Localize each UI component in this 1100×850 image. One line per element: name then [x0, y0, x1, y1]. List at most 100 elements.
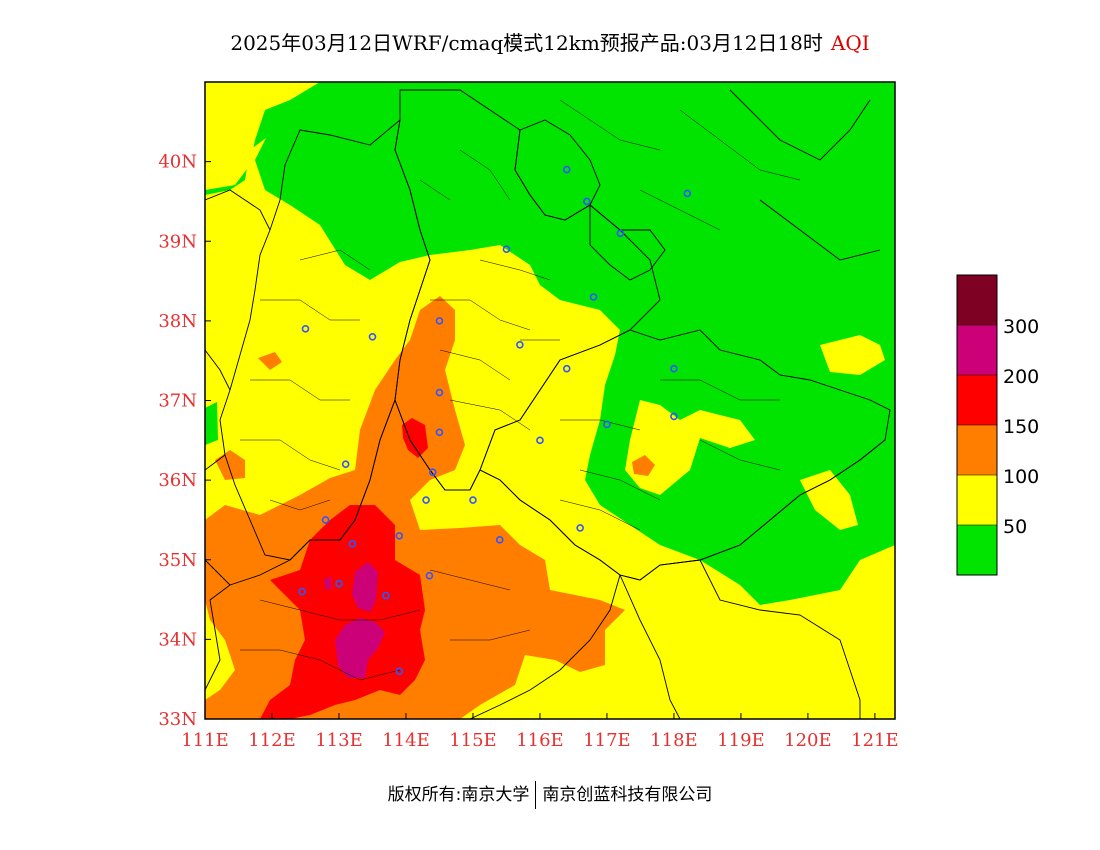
aqi-usg-patch-hebei	[258, 352, 282, 370]
x-tick-label: 113E	[315, 730, 363, 751]
legend-label-200: 200	[1003, 366, 1039, 388]
aqi-moderate-patch-east-coast	[820, 335, 885, 375]
legend-label-300: 300	[1003, 316, 1039, 338]
boundary-liaoning	[729, 89, 881, 261]
city-marker	[435, 388, 444, 397]
city-marker	[469, 496, 477, 504]
city-marker	[589, 293, 598, 301]
city-marker	[422, 496, 430, 504]
y-tick-label: 37N	[158, 391, 197, 412]
city-marker	[301, 325, 310, 333]
y-tick-label: 34N	[158, 629, 197, 650]
city-marker	[576, 524, 584, 532]
x-tick-label: 112E	[248, 730, 296, 751]
boundary-county-grid-2	[430, 259, 560, 431]
city-marker	[562, 165, 571, 174]
x-tick-label: 114E	[382, 730, 430, 751]
y-tick-label: 38N	[158, 311, 197, 332]
boundary-tianjin	[589, 204, 666, 281]
city-marker	[670, 412, 678, 421]
legend-swatch-usg	[957, 425, 997, 475]
city-marker	[395, 532, 404, 540]
y-tick-label: 35N	[158, 550, 197, 571]
city-marker	[683, 189, 692, 198]
x-tick-label: 119E	[717, 730, 765, 751]
aqi-unhealthy-spot-north	[402, 418, 428, 458]
x-tick-label: 115E	[449, 730, 497, 751]
copyright-right: 南京创蓝科技有限公司	[542, 785, 713, 805]
map-title: 2025年03月12日WRF/cmaq模式12km预报产品:03月12日18时 A…	[0, 27, 1100, 56]
city-marker	[502, 245, 511, 254]
copyright-line: 版权所有:南京大学 南京创蓝科技有限公司	[0, 780, 1100, 809]
city-marker	[298, 587, 306, 596]
legend-swatch-moderate	[957, 475, 997, 525]
aqi-very-unhealthy-tiny-west	[324, 576, 332, 590]
city-marker	[425, 571, 434, 580]
aqi-good-west-strip	[205, 402, 218, 445]
aqi-very-unhealthy-north-blob	[352, 562, 378, 612]
city-marker	[348, 540, 357, 548]
boundary-anhui-jiangsu	[619, 439, 886, 719]
legend-swatch-very-unhealthy	[957, 325, 997, 375]
legend-label-50: 50	[1003, 516, 1027, 538]
admin-boundaries	[205, 89, 891, 719]
aqi-unhealthy-spot-west	[288, 588, 305, 603]
boundary-shaanxi-edge	[205, 189, 271, 586]
aqi-unhealthy-region	[260, 505, 425, 719]
city-marker	[428, 468, 437, 476]
city-marker	[368, 332, 377, 341]
aqi-field	[205, 82, 895, 719]
city-marker	[583, 197, 591, 206]
x-tick-label: 117E	[583, 730, 631, 751]
city-marker	[335, 579, 343, 588]
x-tick-label: 121E	[851, 730, 899, 751]
city-marker	[516, 340, 524, 349]
copyright-separator	[535, 781, 537, 809]
aqi-usg-patch-shandong	[632, 455, 655, 476]
aqi-moderate-patch-shandong	[625, 400, 755, 495]
color-legend: 50 100 150 200 300	[956, 274, 1039, 576]
legend-swatch-unhealthy	[957, 375, 997, 425]
x-tick-label: 120E	[784, 730, 832, 751]
x-tick-label: 111E	[181, 730, 229, 751]
y-axis: 33N 34N 35N 36N 37N 38N 39N 40N	[158, 152, 211, 730]
product-label: AQI	[830, 31, 870, 55]
city-markers	[298, 165, 692, 676]
boundary-county-grid-5	[419, 99, 801, 231]
city-marker	[341, 460, 350, 469]
boundary-county-grid-4	[240, 569, 531, 681]
x-axis: 111E 112E 113E 114E 115E 116E 117E 118E 119E 120E…	[181, 713, 899, 751]
city-marker	[435, 428, 444, 437]
y-tick-label: 40N	[158, 152, 197, 173]
city-marker	[435, 317, 444, 325]
aqi-very-unhealthy-south-blob	[335, 618, 385, 678]
boundary-henan	[205, 398, 621, 719]
legend-swatch-good	[957, 525, 997, 575]
city-marker	[670, 364, 678, 373]
x-tick-label: 118E	[650, 730, 698, 751]
boundary-county-grid-3	[559, 379, 781, 531]
y-tick-label: 33N	[158, 709, 197, 730]
legend-label-150: 150	[1003, 416, 1039, 438]
aqi-good-north-region	[205, 82, 895, 605]
boundary-county-grid-1	[240, 249, 371, 511]
city-marker	[562, 364, 571, 373]
copyright-left: 版权所有:南京大学	[387, 785, 530, 805]
city-marker	[616, 229, 625, 238]
city-marker	[495, 536, 504, 544]
legend-label-100: 100	[1003, 466, 1039, 488]
city-marker	[536, 436, 544, 445]
y-tick-label: 36N	[158, 470, 197, 491]
city-marker	[321, 516, 330, 524]
x-tick-label: 116E	[516, 730, 564, 751]
aqi-moderate-patch-south-east	[800, 470, 858, 530]
y-tick-label: 39N	[158, 231, 197, 252]
aqi-usg-patch-west	[215, 450, 245, 480]
city-marker	[382, 591, 390, 600]
legend-swatch-hazardous	[957, 275, 997, 325]
city-marker	[603, 420, 611, 429]
aqi-moderate-yellow-inlets	[205, 82, 320, 190]
title-text: 2025年03月12日WRF/cmaq模式12km预报产品:03月12日18时	[230, 31, 823, 55]
city-marker	[395, 667, 404, 676]
